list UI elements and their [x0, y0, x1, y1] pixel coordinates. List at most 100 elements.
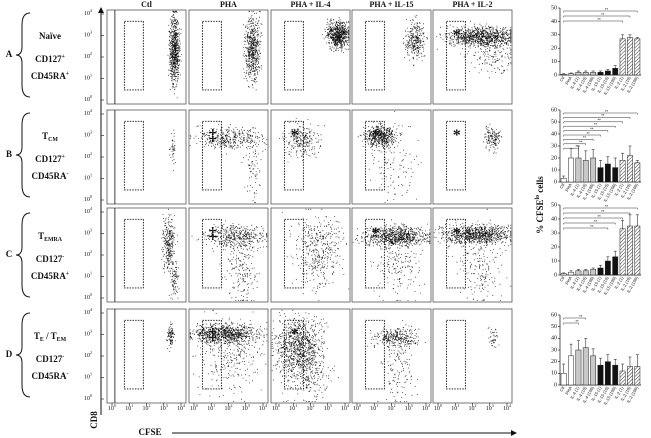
bar [604, 70, 611, 76]
tick-exp: 1 [90, 173, 92, 178]
significance-label: ** [601, 113, 605, 118]
bar [590, 355, 597, 386]
bar [619, 228, 626, 276]
significance-label: ** [590, 126, 594, 131]
x-tick-label: 104 [503, 403, 511, 412]
x-tick-label: 101 [125, 403, 133, 412]
plot-frame [188, 207, 269, 303]
plot-frame [351, 109, 432, 205]
significance-bracket [563, 212, 631, 215]
tick-base: 10 [84, 111, 90, 117]
tick-exp: 3 [248, 403, 250, 408]
tick-exp: 2 [90, 51, 92, 56]
row-label: TE / TEM [34, 331, 67, 343]
row-letter: D [6, 349, 13, 359]
tick-base: 10 [190, 406, 196, 412]
brace [15, 112, 31, 198]
plot-frame [188, 308, 269, 404]
x-tick-label: PHA [564, 182, 573, 192]
bar [604, 361, 611, 386]
gate [201, 20, 222, 91]
significance-bracket [563, 322, 579, 325]
x-tick-label: 101 [370, 403, 378, 412]
bar [627, 155, 633, 183]
y-tick-label: 50 [551, 5, 557, 11]
tick-exp: 1 [131, 403, 133, 408]
tick-exp: 2 [90, 350, 92, 355]
significance-label: ** [601, 209, 605, 214]
y-tick-label: 0 [554, 72, 557, 78]
x-tick-label: 101 [451, 403, 459, 412]
x-tick-label: 102 [307, 403, 315, 412]
gate [364, 319, 385, 390]
event-dots [242, 10, 263, 91]
plot-frame [270, 9, 351, 105]
event-dots [191, 220, 268, 301]
plot-frame [106, 308, 187, 404]
bar-y-label: % CFSElo cells [535, 176, 545, 234]
tick-exp: 3 [492, 403, 494, 408]
y-axis-label: CD8 [89, 411, 99, 429]
tick-exp: 4 [90, 307, 92, 312]
brace [15, 312, 31, 398]
gate [123, 319, 144, 390]
bar [575, 72, 582, 76]
y-tick-label: 103 [84, 329, 92, 338]
row-letter: C [6, 249, 13, 259]
gate [445, 319, 466, 390]
y-tick-label: 103 [84, 30, 92, 39]
tick-exp: 2 [90, 151, 92, 156]
bar [604, 163, 611, 183]
significance-bracket [563, 112, 638, 115]
x-tick-label: PHA [564, 75, 573, 85]
tick-base: 10 [341, 406, 347, 412]
y-tick-label: 103 [84, 130, 92, 139]
row-label: Naïve [39, 31, 61, 41]
y-tick-label: 0 [554, 272, 557, 278]
y-tick-label: 10 [551, 258, 557, 264]
significance-label: ** [598, 214, 602, 219]
tick-exp: 4 [509, 403, 511, 408]
text-part: + [62, 154, 66, 160]
event-dots [167, 10, 182, 99]
significance-bracket [563, 130, 609, 133]
plot-frame [270, 207, 351, 303]
x-tick-label: 104 [177, 403, 185, 412]
x-tick-label: IL-4 (1) [569, 275, 580, 290]
x-tick-label: 100 [190, 403, 198, 412]
tick-exp: 3 [166, 403, 168, 408]
row-label: CD127+ [35, 154, 66, 164]
bar [619, 370, 626, 386]
x-tick-label: Ctl [559, 183, 566, 190]
y-tick-label: 40 [551, 19, 557, 25]
tick-exp: 2 [313, 403, 315, 408]
gate-symbol: * [372, 127, 380, 144]
row-label: CD45RA+ [31, 71, 70, 81]
significance-label: ** [575, 144, 579, 149]
gate [283, 218, 304, 289]
x-tick-label: IL-4 (1) [569, 182, 580, 197]
bar [560, 178, 567, 183]
y-tick-label: 30 [551, 230, 557, 236]
x-tick-label: 101 [289, 403, 297, 412]
x-tick-label: 102 [469, 403, 477, 412]
tick-exp: 1 [213, 403, 215, 408]
tick-base: 10 [84, 332, 90, 338]
y-tick-label: 100 [84, 194, 92, 203]
event-dots [487, 326, 500, 348]
gate [283, 120, 304, 191]
y-tick-label: 104 [84, 206, 92, 215]
bar [612, 167, 619, 183]
gate-symbol: * [372, 225, 380, 242]
bar [575, 270, 582, 276]
tick-base: 10 [405, 406, 411, 412]
bar [560, 373, 567, 386]
gate [123, 120, 144, 191]
y-tick-label: 102 [84, 51, 92, 60]
tick-base: 10 [84, 97, 90, 103]
tick-exp: 4 [347, 403, 349, 408]
text-part: CD127 [36, 354, 63, 364]
tick-exp: 1 [90, 271, 92, 276]
bar [627, 225, 633, 276]
